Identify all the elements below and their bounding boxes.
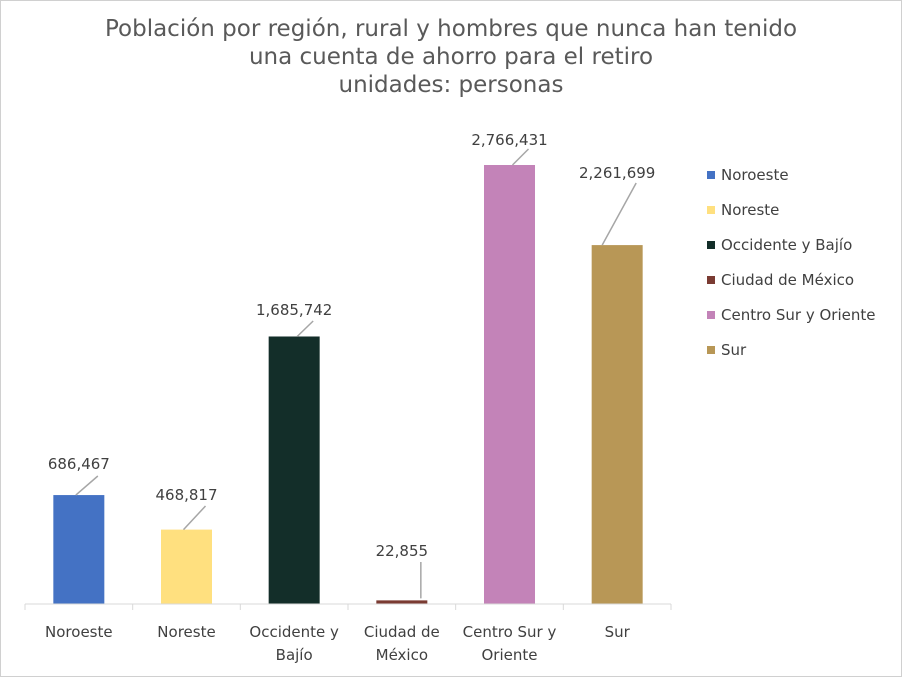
chart-title: Población por región, rural y hombres qu… [61, 15, 841, 99]
legend-label: Noroeste [721, 166, 789, 184]
bar-4 [484, 165, 535, 604]
bar-3 [376, 600, 428, 604]
chart-title-line-3: unidades: personas [338, 72, 564, 98]
x-tick-label-2-0: Occidente y [249, 623, 339, 641]
legend-item-occidente-y-bajio: Occidente y Bajío [707, 231, 875, 266]
legend-label: Occidente y Bajío [721, 236, 853, 254]
legend-label: Ciudad de México [721, 271, 855, 289]
legend-swatch [707, 310, 715, 319]
x-tick-label-3-1: México [376, 646, 428, 664]
x-tick-label-2-1: Bajío [276, 646, 313, 664]
data-label-4: 2,766,431 [471, 131, 547, 149]
legend-label: Centro Sur y Oriente [721, 306, 876, 324]
x-tick-label-0-0: Noroeste [45, 623, 113, 641]
data-label-5: 2,261,699 [579, 164, 655, 182]
x-tick-label-3-0: Ciudad de [364, 623, 440, 641]
legend-swatch [707, 275, 715, 284]
x-tick-label-4-0: Centro Sur y [463, 623, 557, 641]
bar-0 [53, 495, 105, 604]
data-label-1: 468,817 [155, 486, 217, 504]
x-tick-label-5-0: Sur [605, 623, 631, 641]
bar-2 [268, 336, 320, 604]
legend: Noroeste Noreste Occidente y Bajío Ciuda… [707, 161, 875, 371]
legend-swatch [707, 240, 715, 249]
x-tick-label-1-0: Noreste [157, 623, 215, 641]
data-label-2: 1,685,742 [256, 301, 332, 319]
bar-5 [591, 245, 643, 604]
legend-item-noroeste: Noroeste [707, 161, 875, 196]
chart-title-line-2: una cuenta de ahorro para el retiro [248, 44, 654, 70]
legend-item-noreste: Noreste [707, 196, 875, 231]
legend-label: Noreste [721, 201, 780, 219]
x-tick-label-4-1: Oriente [482, 646, 538, 664]
legend-swatch [707, 205, 715, 214]
legend-item-ciudad-de-mexico: Ciudad de México [707, 266, 875, 301]
leader-line-5 [601, 182, 637, 246]
leader-line-4 [511, 148, 530, 166]
legend-swatch [707, 170, 715, 179]
legend-item-centro-sur-y-oriente: Centro Sur y Oriente [707, 301, 875, 336]
legend-swatch [707, 345, 715, 354]
data-label-3: 22,855 [376, 542, 429, 560]
leader-line-1 [182, 505, 207, 531]
data-label-0: 686,467 [48, 455, 110, 473]
leader-line-0 [75, 475, 99, 496]
legend-item-sur: Sur [707, 336, 875, 371]
bar-1 [161, 529, 212, 604]
legend-label: Sur [721, 341, 747, 359]
chart-title-line-1: Población por región, rural y hombres qu… [104, 16, 798, 42]
leader-line-2 [296, 320, 314, 338]
